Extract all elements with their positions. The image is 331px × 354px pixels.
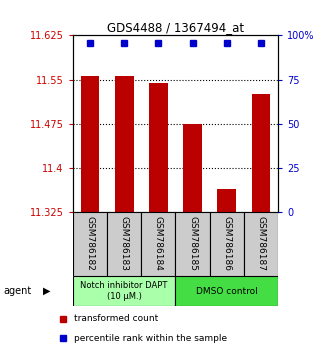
Title: GDS4488 / 1367494_at: GDS4488 / 1367494_at — [107, 21, 244, 34]
Text: GSM786186: GSM786186 — [222, 216, 231, 270]
Bar — [175, 276, 278, 306]
Bar — [107, 212, 141, 276]
Bar — [175, 212, 210, 276]
Text: GSM786182: GSM786182 — [85, 216, 94, 270]
Text: transformed count: transformed count — [74, 314, 158, 324]
Text: GSM786185: GSM786185 — [188, 216, 197, 270]
Bar — [115, 75, 133, 212]
Bar — [210, 212, 244, 276]
Bar — [149, 83, 168, 212]
Bar — [73, 276, 175, 306]
Bar — [183, 124, 202, 212]
Bar — [80, 76, 99, 212]
Text: percentile rank within the sample: percentile rank within the sample — [74, 334, 227, 343]
Text: GSM786183: GSM786183 — [119, 216, 129, 270]
Text: GSM786184: GSM786184 — [154, 216, 163, 270]
Bar — [252, 95, 270, 212]
Text: GSM786187: GSM786187 — [257, 216, 265, 270]
Text: agent: agent — [3, 286, 31, 296]
Text: Notch inhibitor DAPT
(10 μM.): Notch inhibitor DAPT (10 μM.) — [80, 281, 168, 301]
Bar — [141, 212, 175, 276]
Bar — [217, 189, 236, 212]
Text: DMSO control: DMSO control — [196, 287, 258, 296]
Bar — [244, 212, 278, 276]
Bar — [73, 212, 107, 276]
Text: ▶: ▶ — [43, 286, 51, 296]
